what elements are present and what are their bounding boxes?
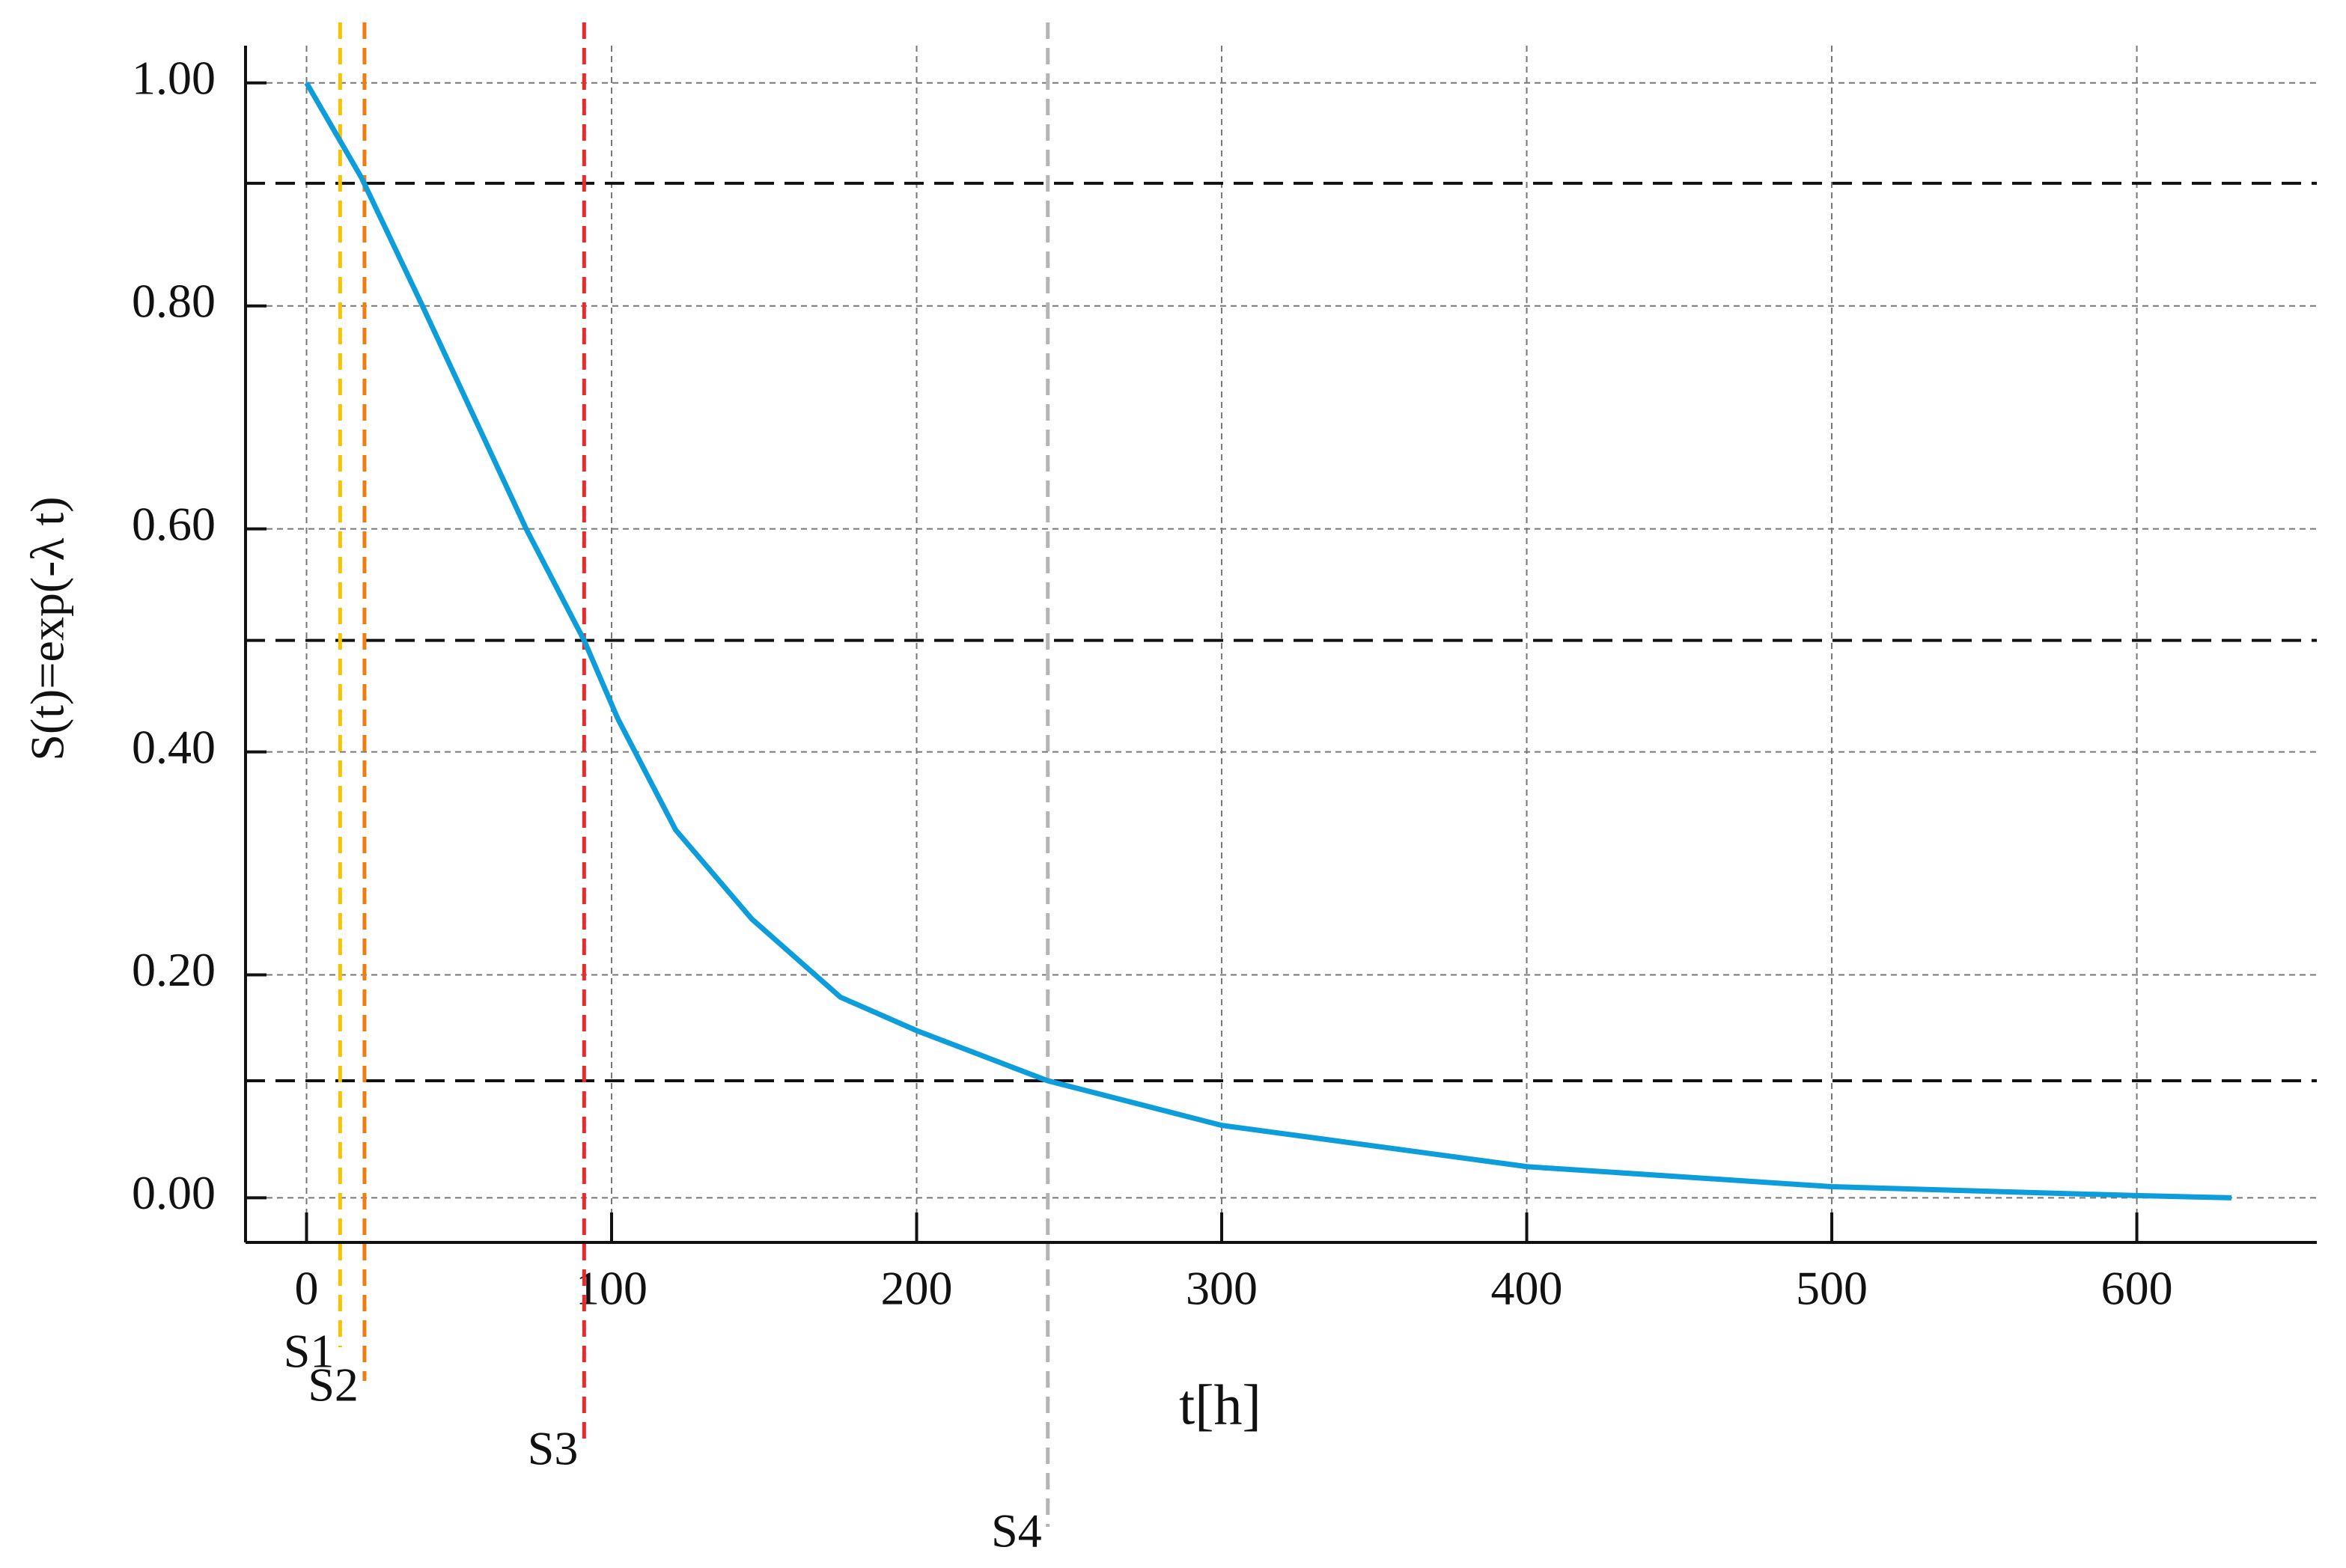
reference-label: S3 <box>528 1422 579 1475</box>
x-tick-label: 600 <box>2101 1262 2173 1315</box>
reference-label: S2 <box>308 1358 359 1412</box>
reference-label: S1 <box>284 1325 335 1378</box>
x-tick-label: 500 <box>1796 1262 1868 1315</box>
y-tick-label: 0.00 <box>132 1166 216 1219</box>
x-tick-label: 200 <box>881 1262 953 1315</box>
y-tick-label: 0.60 <box>132 497 216 550</box>
y-tick-label: 1.00 <box>132 51 216 104</box>
y-axis-label: S(t)=exp(-λ t) <box>21 496 74 760</box>
reference-label: S4 <box>991 1504 1042 1558</box>
x-tick-label: 300 <box>1186 1262 1258 1315</box>
y-tick-label: 0.40 <box>132 720 216 773</box>
y-tick-label: 0.20 <box>132 943 216 996</box>
x-tick-label: 0 <box>295 1262 319 1315</box>
y-tick-label: 0.80 <box>132 274 216 327</box>
line <box>304 82 2231 1201</box>
x-tick-label: 400 <box>1491 1262 1563 1315</box>
x-axis-label: t[h] <box>1179 1373 1261 1436</box>
x-tick-label: 100 <box>576 1262 648 1315</box>
